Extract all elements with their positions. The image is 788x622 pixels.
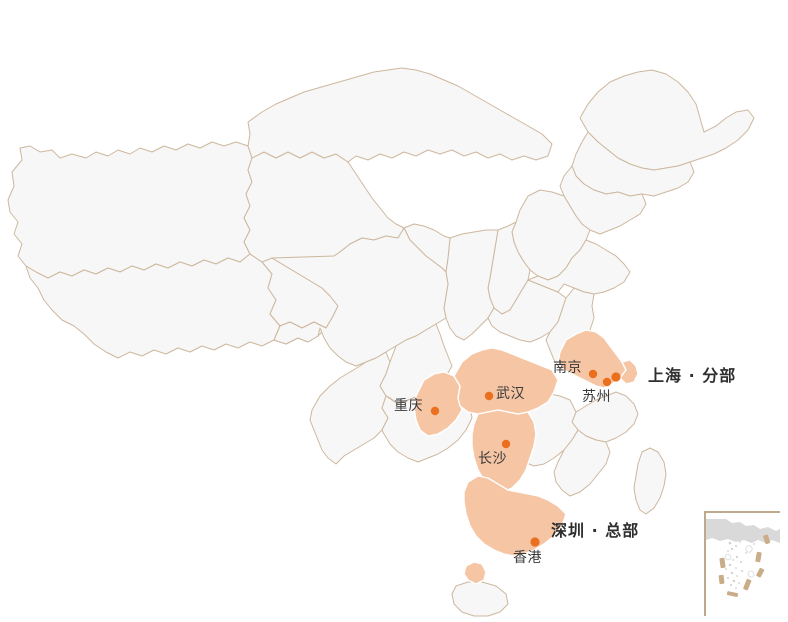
- province-山东[interactable]: [527, 239, 631, 295]
- inset-map-svg: [706, 513, 780, 616]
- map-marker-苏州[interactable]: [602, 377, 612, 387]
- city-label-重庆[interactable]: 重庆: [394, 398, 423, 414]
- province-内蒙古[interactable]: [247, 67, 553, 163]
- province-云南[interactable]: [309, 351, 391, 465]
- province-雷州[interactable]: [463, 561, 487, 585]
- city-label-上海[interactable]: 上海 · 分部: [648, 366, 737, 385]
- city-label-南京[interactable]: 南京: [553, 360, 582, 376]
- province-新疆[interactable]: [7, 141, 253, 279]
- south-china-sea-inset: [704, 511, 780, 616]
- city-label-香港[interactable]: 香港: [513, 550, 542, 566]
- province-湖北[interactable]: [453, 347, 559, 415]
- city-label-长沙[interactable]: 长沙: [478, 451, 507, 467]
- province-base-layer: [7, 67, 755, 617]
- province-海南[interactable]: [451, 581, 509, 617]
- province-广东[interactable]: [463, 475, 567, 557]
- map-marker-长沙[interactable]: [501, 439, 511, 449]
- city-label-武汉[interactable]: 武汉: [496, 386, 525, 402]
- province-湖南[interactable]: [471, 409, 537, 493]
- province-上海[interactable]: [619, 359, 639, 385]
- province-四川[interactable]: [271, 227, 449, 367]
- city-label-苏州[interactable]: 苏州: [582, 389, 611, 405]
- map-marker-南京[interactable]: [588, 369, 598, 379]
- province-台湾[interactable]: [633, 447, 667, 515]
- province-重庆[interactable]: [413, 371, 463, 437]
- city-label-深圳[interactable]: 深圳 · 总部: [551, 521, 640, 540]
- marker-layer: [430, 369, 621, 547]
- map-marker-重庆[interactable]: [430, 406, 440, 416]
- province-highlight-layer: [413, 329, 639, 585]
- map-marker-上海[interactable]: [611, 372, 621, 382]
- province-福建[interactable]: [553, 429, 611, 497]
- map-marker-深圳[interactable]: [530, 537, 540, 547]
- map-marker-武汉[interactable]: [484, 391, 494, 401]
